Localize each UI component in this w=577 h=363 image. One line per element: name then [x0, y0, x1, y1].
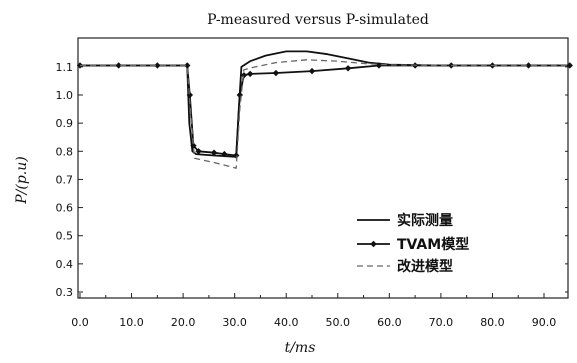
x-tick-label: 70.0	[429, 316, 454, 329]
series-line-2	[80, 59, 570, 169]
series-marker-1	[186, 91, 194, 99]
chart-title: P-measured versus P-simulated	[207, 12, 429, 28]
x-tick-label: 80.0	[480, 316, 505, 329]
series-line-0	[80, 50, 570, 158]
series-marker-1	[566, 62, 573, 69]
y-tick-label: 1.0	[56, 89, 74, 102]
series-marker-1	[308, 67, 316, 75]
series-marker-1	[115, 62, 122, 69]
x-tick-label: 40.0	[274, 316, 299, 329]
series-marker-1	[221, 150, 228, 158]
y-tick-label: 0.8	[56, 145, 74, 158]
series-marker-1	[236, 91, 244, 99]
y-axis-ticks: 0.3 0.4 0.5 0.6 0.7 0.8 0.9 1.0 1.1	[56, 61, 568, 299]
x-tick-label: 50.0	[326, 316, 351, 329]
x-tick-label: 20.0	[171, 316, 196, 329]
x-tick-label: 10.0	[119, 316, 144, 329]
series-marker-1	[154, 62, 161, 69]
legend-label-1: TVAM模型	[397, 236, 469, 253]
y-tick-label: 0.3	[56, 286, 74, 299]
y-tick-label: 0.6	[56, 202, 74, 215]
series-marker-1	[375, 62, 383, 69]
series-marker-1	[210, 149, 218, 156]
series-line-1	[80, 64, 570, 157]
series-marker-1	[525, 62, 532, 69]
series-marker-1	[190, 142, 197, 149]
x-tick-label: 0.0	[71, 316, 89, 329]
legend-label-2: 改进模型	[397, 258, 453, 275]
plot-frame	[77, 37, 569, 299]
series-marker-1	[344, 65, 352, 72]
series-marker-1	[233, 152, 240, 159]
series-marker-1	[195, 148, 202, 155]
plot-area	[76, 37, 573, 299]
series-marker-1	[240, 72, 248, 79]
y-tick-label: 0.5	[56, 230, 74, 243]
x-tick-label: 60.0	[377, 316, 402, 329]
legend-label-0: 实际测量	[397, 212, 453, 229]
y-tick-label: 0.4	[56, 258, 74, 271]
y-tick-label: 0.7	[56, 173, 74, 186]
x-tick-label: 30.0	[222, 316, 247, 329]
series-marker-1	[246, 70, 254, 78]
series-marker-1	[272, 69, 280, 77]
x-tick-label: 90.0	[532, 316, 557, 329]
x-axis-title: t/ms	[285, 340, 316, 356]
x-axis-ticks: 0.0 10.0 20.0 30.0 40.0 50.0 60.0 70.0 80.0 90.0	[71, 293, 556, 329]
y-tick-label: 0.9	[56, 117, 74, 130]
y-axis-title: P/(p.u)	[14, 156, 30, 205]
legend-marker-1	[370, 240, 377, 248]
series-marker-1	[184, 62, 191, 69]
y-tick-label: 1.1	[56, 61, 74, 74]
